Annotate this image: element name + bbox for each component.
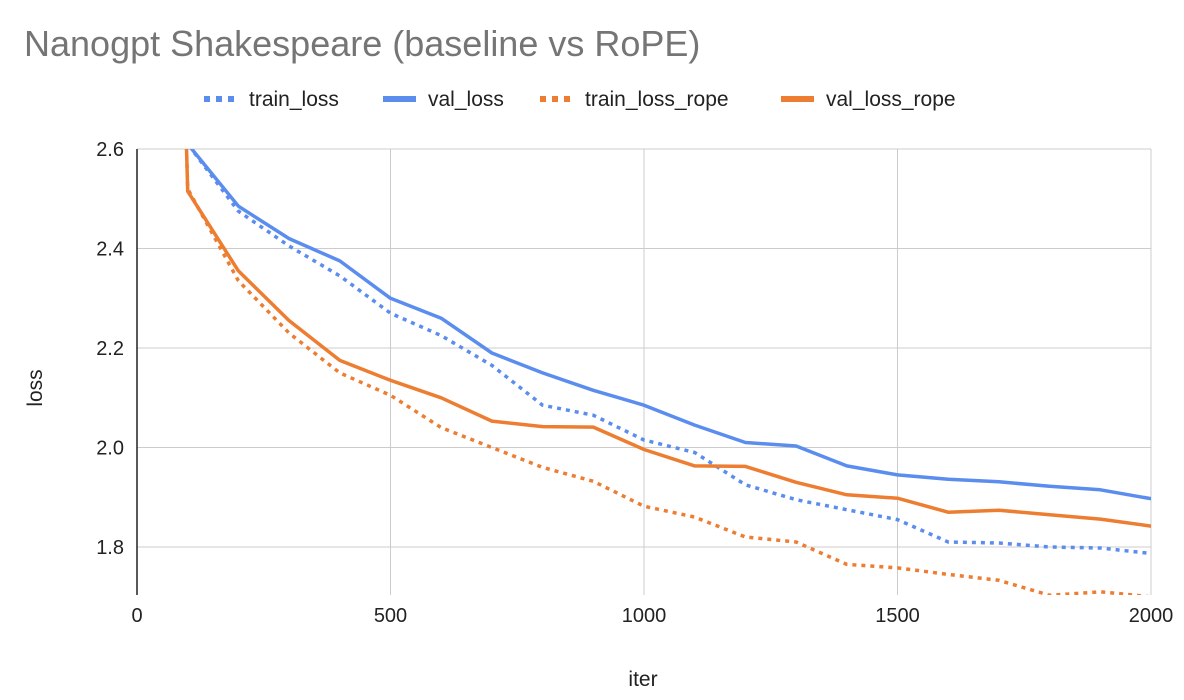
legend: train_loss val_loss train_loss_rope val_los… <box>204 88 956 111</box>
x-tick-label: 1000 <box>622 605 667 627</box>
x-tick-label: 0 <box>131 605 142 627</box>
legend-label: train_loss_rope <box>585 88 729 111</box>
y-tick-label: 1.8 <box>96 537 124 559</box>
series-line-train-loss <box>189 149 1151 556</box>
y-tick-label: 2.6 <box>96 139 124 161</box>
series-layer <box>184 149 1151 595</box>
x-tick-label: 500 <box>374 605 407 627</box>
chart-title: Nanogpt Shakespeare (baseline vs RoPE) <box>24 23 700 64</box>
series-line-val-loss <box>189 149 1151 501</box>
x-tick-label: 2000 <box>1129 605 1174 627</box>
legend-label: val_loss <box>428 88 504 111</box>
y-tick-labels: 1.8 2.0 2.2 2.4 2.6 <box>96 139 124 559</box>
x-axis-title: iter <box>628 668 657 691</box>
x-tick-label: 1500 <box>875 605 920 627</box>
y-tick-label: 2.4 <box>96 239 124 261</box>
y-axis-title: loss <box>24 369 47 406</box>
series-line-train-loss-rope <box>184 149 1151 595</box>
legend-label: val_loss_rope <box>826 88 956 111</box>
legend-label: train_loss <box>249 88 339 111</box>
gridlines <box>137 148 1152 595</box>
x-tick-labels: 0 500 1000 1500 2000 <box>131 605 1173 627</box>
y-tick-label: 2.2 <box>96 338 124 360</box>
series-line-val-loss-rope <box>184 149 1151 528</box>
y-tick-label: 2.0 <box>96 438 124 460</box>
